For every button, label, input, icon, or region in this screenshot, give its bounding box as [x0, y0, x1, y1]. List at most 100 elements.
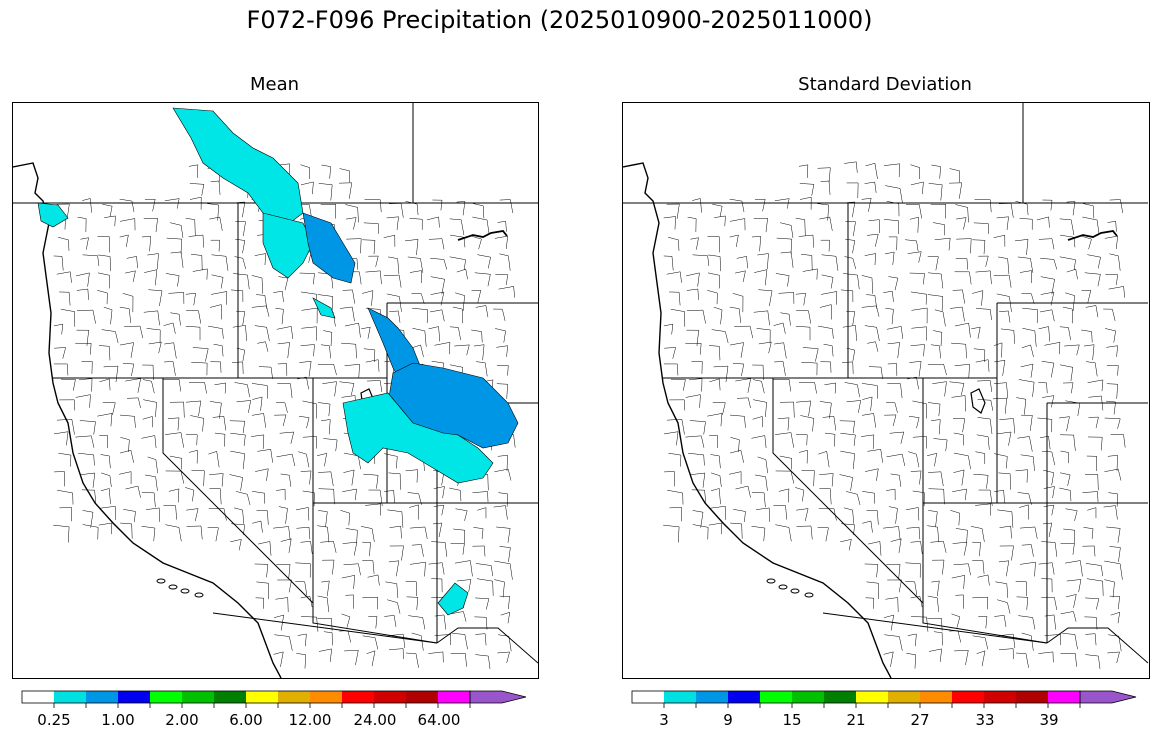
- basin-outline: [753, 310, 770, 326]
- basin-outline: [817, 527, 829, 542]
- basin-outline: [455, 508, 468, 521]
- basin-outline: [798, 234, 814, 248]
- basin-outline: [708, 345, 721, 361]
- basin-outline: [386, 216, 399, 230]
- basin-outline: [450, 234, 466, 248]
- basin-outline: [317, 525, 330, 543]
- basin-outline: [905, 204, 922, 219]
- mean-panel-title: Mean: [249, 74, 300, 95]
- basin-outline: [928, 272, 944, 289]
- basin-outline: [1110, 434, 1126, 448]
- basin-outline: [1018, 615, 1036, 630]
- basin-outline: [1060, 234, 1076, 248]
- basin-outline: [1019, 218, 1033, 230]
- basin-outline: [1106, 365, 1119, 376]
- basin-outline: [119, 342, 134, 358]
- basin-outline: [730, 437, 740, 453]
- basin-outline: [930, 540, 947, 553]
- std-dev-colorbar-swatch: [824, 691, 856, 703]
- basin-outline: [887, 363, 898, 376]
- basin-outline: [1105, 328, 1116, 343]
- basin-outline: [97, 290, 108, 305]
- basin-outline: [1063, 528, 1075, 546]
- basin-outline: [1109, 595, 1120, 610]
- basin-outline: [54, 347, 67, 359]
- basin-outline: [186, 508, 199, 522]
- basin-outline: [496, 383, 508, 399]
- basin-outline: [234, 201, 246, 218]
- basin-outline: [1103, 505, 1118, 520]
- basin-outline: [951, 613, 961, 628]
- basin-outline: [169, 401, 185, 418]
- mean-colorbar: 0.25 1.00 2.00 6.00 12.00 24.00 64.00: [20, 690, 530, 740]
- basin-outline: [933, 631, 943, 646]
- basin-outline: [320, 419, 331, 435]
- basin-outline: [753, 218, 768, 233]
- basin-outline: [339, 381, 355, 396]
- basin-outline: [384, 490, 395, 504]
- basin-outline: [905, 562, 921, 578]
- basin-outline: [867, 449, 883, 463]
- state-border: [162, 378, 314, 604]
- basin-outline: [735, 270, 746, 282]
- basin-outline: [730, 522, 743, 539]
- basin-outline: [274, 414, 287, 427]
- basin-outline: [100, 488, 111, 505]
- basin-outline: [710, 505, 727, 520]
- basin-outline: [1041, 578, 1053, 593]
- basin-outline: [82, 198, 92, 213]
- basin-outline: [473, 527, 484, 540]
- basin-outline: [497, 221, 507, 232]
- basin-outline: [123, 509, 136, 523]
- basin-outline: [949, 630, 961, 643]
- basin-outline: [276, 402, 288, 413]
- basin-outline: [209, 401, 222, 419]
- basin-outline: [1059, 218, 1075, 236]
- basin-outline: [368, 255, 379, 267]
- basin-outline: [275, 307, 284, 325]
- basin-outline: [472, 216, 490, 235]
- basin-outline: [342, 289, 356, 304]
- mean-colorbar-swatch: [342, 691, 374, 703]
- basin-outline: [80, 237, 89, 250]
- basin-outline: [995, 581, 1009, 598]
- basin-outline: [255, 597, 265, 609]
- basin-outline: [867, 341, 879, 352]
- basin-outline: [1065, 594, 1077, 608]
- basin-outline: [861, 275, 874, 294]
- basin-outline: [476, 361, 488, 377]
- basin-outline: [1104, 417, 1121, 429]
- basin-outline: [53, 255, 64, 271]
- basin-outline: [344, 650, 359, 666]
- std-dev-colorbar: 3 9 15 21 27 33 39: [630, 690, 1140, 740]
- basin-outline: [890, 473, 902, 487]
- basin-outline: [368, 489, 383, 506]
- basin-outline: [1020, 561, 1036, 577]
- basin-outline: [861, 413, 877, 428]
- basin-outline: [777, 417, 790, 431]
- basin-outline: [1083, 527, 1094, 540]
- basin-outline: [930, 344, 941, 359]
- basin-outline: [754, 198, 766, 212]
- basin-outline: [295, 507, 310, 521]
- basin-outline: [273, 290, 284, 302]
- basin-outline: [345, 528, 358, 544]
- basin-outline: [366, 650, 376, 667]
- basin-outline: [757, 253, 769, 270]
- basin-outline: [1065, 400, 1081, 416]
- basin-outline: [343, 469, 355, 486]
- basin-outline: [1044, 614, 1057, 630]
- basin-outline: [778, 292, 795, 304]
- basin-outline: [141, 435, 157, 448]
- basin-outline: [1015, 469, 1028, 483]
- basin-outline: [318, 510, 328, 528]
- std-dev-colorbar-tick: 9: [723, 711, 733, 729]
- basin-outline: [81, 489, 97, 503]
- island: [766, 578, 776, 584]
- basin-outline: [453, 528, 465, 546]
- basin-outline: [409, 270, 422, 284]
- basin-outline: [429, 309, 445, 322]
- std-dev-colorbar-swatch: [952, 691, 984, 703]
- basin-outline: [405, 469, 418, 483]
- basin-outline: [1105, 274, 1118, 285]
